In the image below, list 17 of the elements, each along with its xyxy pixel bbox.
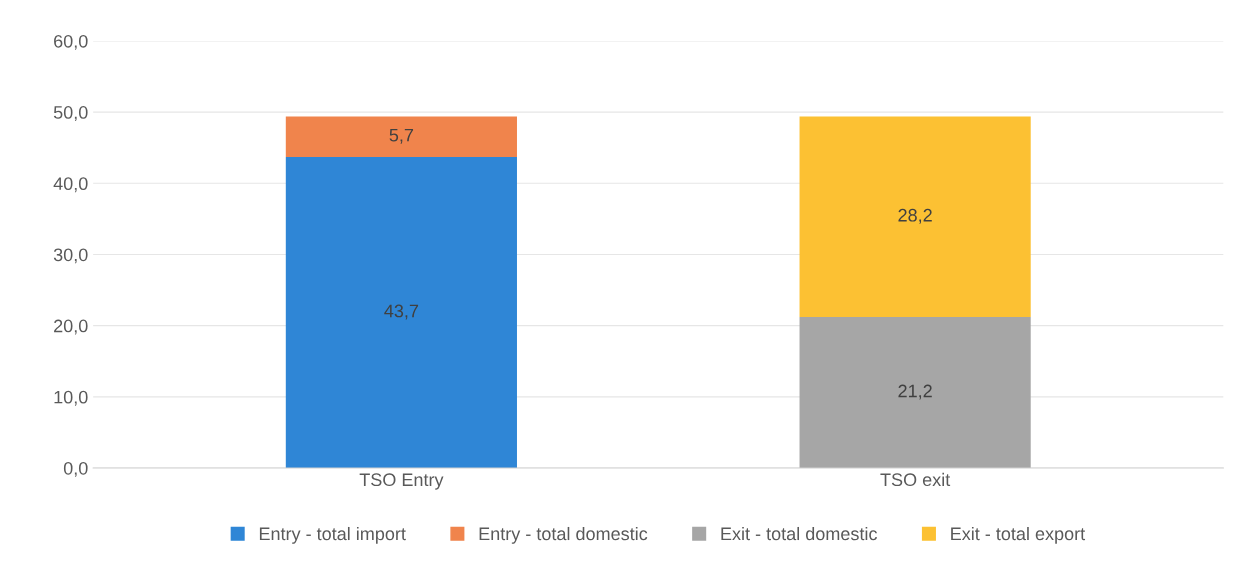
y-tick-label: 30,0 [53,248,88,264]
y-tick-label: 60,0 [54,34,88,50]
legend-label: Exit - total domestic [721,526,877,541]
data-label: 21,2 [898,384,932,400]
y-tick-label: 50,0 [53,106,88,121]
y-tick-label: 10,0 [54,390,88,406]
legend-label: Entry - total import [259,526,406,544]
data-label: 43,7 [384,304,419,320]
y-tick-label: 20,0 [54,319,88,335]
data-label: 5,7 [389,128,414,144]
data-label: 28,2 [898,208,932,224]
x-tick-label: TSO Entry [359,473,444,490]
x-tick-label: TSO exit [880,472,951,487]
y-tick-label: 40,0 [53,177,88,193]
legend-label: Entry - total domestic [479,526,648,544]
legend-label: Exit - total export [951,526,1086,544]
y-tick-label: 0,0 [63,461,88,477]
